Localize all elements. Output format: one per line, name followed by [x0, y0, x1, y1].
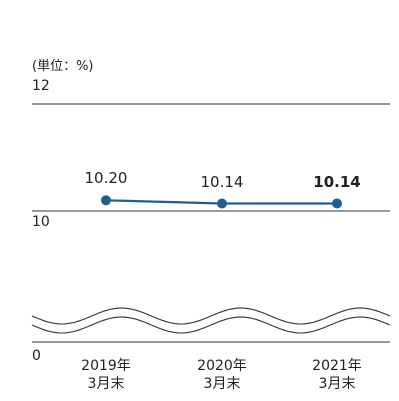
x-tick-label: 2019年 3月末 — [81, 358, 131, 392]
x-tick-labels: 2019年 3月末 2020年 3月末 2021年 3月末 — [81, 358, 362, 392]
axis-break-wave — [31, 316, 391, 334]
data-point — [101, 195, 111, 206]
data-point — [217, 198, 227, 209]
x-tick-label: 2020年 3月末 — [197, 358, 247, 392]
axis-lines — [32, 103, 390, 343]
axis-break-wave — [31, 307, 391, 325]
axis-break — [31, 307, 391, 334]
y-tick-labels: 12 10 0 — [32, 78, 50, 364]
data-label: 10.14 — [313, 173, 360, 191]
x-tick-label: 2021年 3月末 — [312, 358, 362, 392]
y-tick-label: 10 — [32, 214, 50, 230]
data-labels: 10.20 10.14 10.14 — [85, 169, 361, 191]
y-tick-label: 0 — [32, 348, 41, 364]
data-label: 10.20 — [85, 169, 128, 187]
data-point — [332, 198, 342, 209]
data-points — [101, 195, 342, 209]
y-tick-label: 12 — [32, 78, 50, 94]
unit-label: (単位：%) — [32, 58, 94, 74]
data-label: 10.14 — [201, 173, 244, 191]
